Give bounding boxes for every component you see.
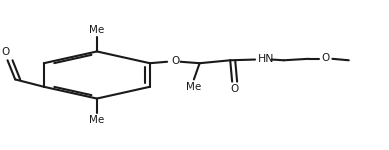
Text: O: O (2, 47, 10, 57)
Text: Me: Me (186, 82, 202, 92)
Text: O: O (231, 84, 239, 94)
Text: Me: Me (89, 25, 105, 35)
Text: Me: Me (89, 115, 105, 125)
Text: O: O (322, 53, 330, 63)
Text: O: O (172, 56, 180, 66)
Text: HN: HN (258, 54, 274, 64)
